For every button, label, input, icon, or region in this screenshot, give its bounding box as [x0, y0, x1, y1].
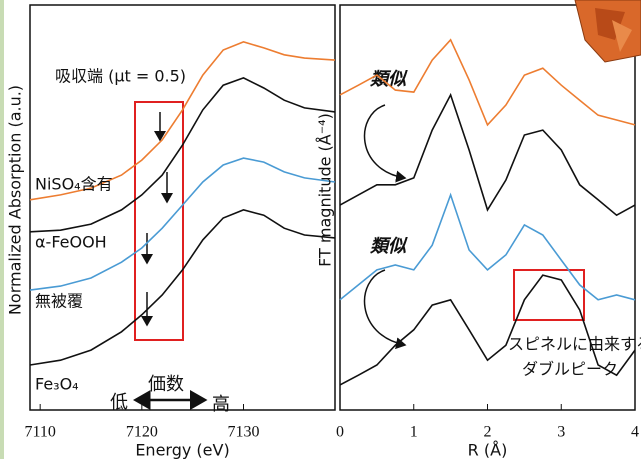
crystal-image [574, 0, 641, 63]
annotation: 価数 [148, 374, 184, 395]
series-label: Fe₃O₄ [35, 375, 79, 394]
x-tick-label: 1 [410, 424, 418, 441]
x-tick-label: 0 [336, 424, 344, 441]
x-tick-label: 7120 [126, 424, 158, 441]
annotation: 類似 [370, 236, 408, 257]
left-frame [29, 4, 336, 411]
x-tick-label: 3 [557, 424, 565, 441]
edge-strip [0, 0, 4, 459]
edge-arrows [133, 112, 208, 410]
annotation: スピネルに由来する [508, 335, 641, 354]
series-label: 無被覆 [35, 292, 83, 311]
series-line [29, 157, 336, 291]
edge-box [134, 101, 184, 341]
series-line [339, 38, 636, 127]
series-line [339, 192, 636, 301]
annotation: 類似 [370, 69, 408, 90]
series-line [339, 274, 636, 386]
double-peak-box [513, 269, 585, 321]
y-axis-title: FT magnitude (Å⁻⁴) [316, 113, 335, 267]
x-axis-title: Energy (eV) [135, 441, 229, 459]
series-label: NiSO₄含有 [35, 175, 113, 194]
x-axis-title: R (Å) [468, 441, 508, 459]
annotation: 吸収端 (μt = 0.5) [55, 67, 186, 86]
series-line [29, 77, 336, 233]
series-label: α-FeOOH [35, 233, 107, 252]
series-line [339, 92, 636, 217]
annotation: ダブルピーク [522, 360, 618, 379]
x-tick-label: 7110 [24, 424, 55, 441]
annotation: 高 [212, 394, 230, 415]
x-tick-label: 2 [484, 424, 492, 441]
annotation: 低 [110, 392, 128, 413]
y-axis-title: Normalized Absorption (a.u.) [6, 85, 25, 315]
series-line [29, 209, 336, 366]
similar-arrows [363, 104, 407, 350]
x-tick-label: 4 [631, 424, 639, 441]
x-tick-label: 7130 [228, 424, 260, 441]
series-line [29, 41, 336, 201]
